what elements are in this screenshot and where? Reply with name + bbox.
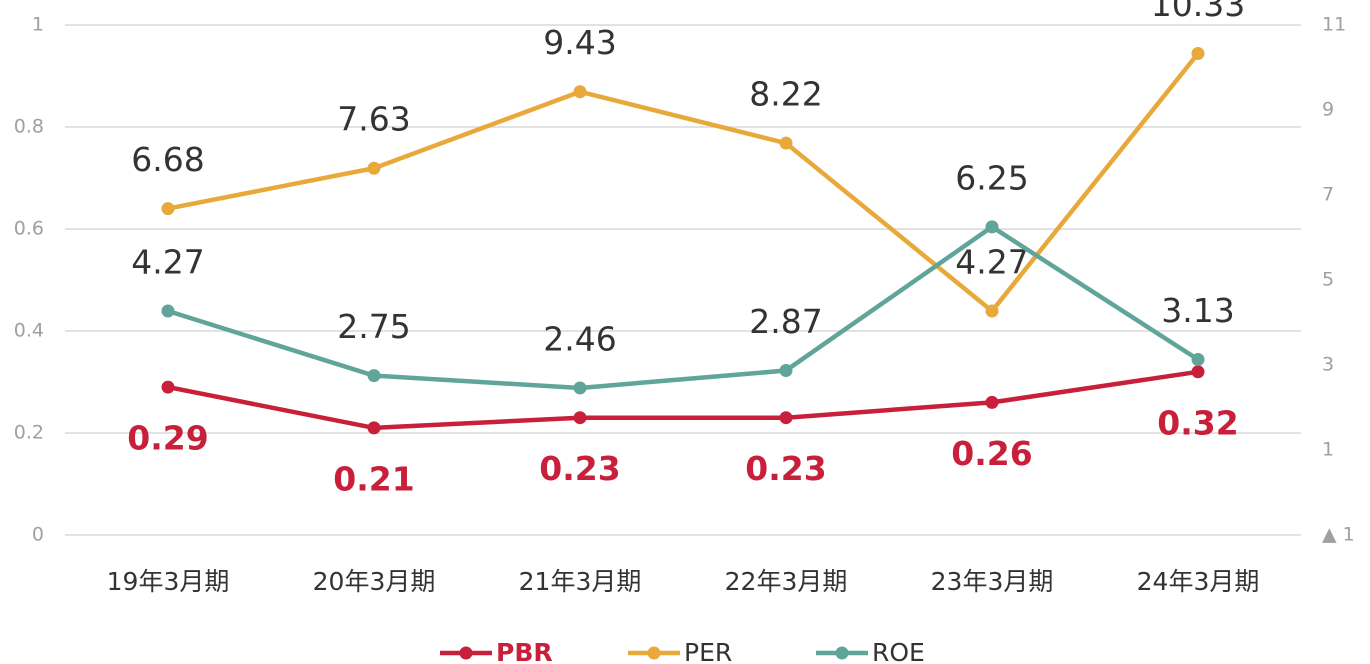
legend-label: PER [684,638,732,664]
legend-marker [647,646,661,660]
y2-tick-label: 11 [1322,14,1346,36]
data-label: 10.33 [1151,0,1245,24]
y-tick-label: 0 [32,524,44,546]
data-point [367,369,381,383]
x-tick-label: 20年3月期 [313,567,436,596]
data-label: 4.27 [131,243,204,282]
data-label: 7.63 [337,100,410,139]
data-point [1191,352,1205,366]
series-line [167,369,1199,431]
data-label: 8.22 [749,75,822,114]
series-line [167,52,1200,315]
data-point [573,381,587,395]
data-label: 6.68 [131,140,204,179]
data-point [779,411,793,425]
x-tick-label: 19年3月期 [107,567,230,596]
data-point [779,136,793,150]
data-label: 0.29 [127,419,208,458]
y2-tick-label: 5 [1322,269,1334,291]
data-point [779,364,793,378]
y-tick-label: 0.4 [14,320,44,342]
data-label: 0.23 [539,449,620,488]
legend-label: ROE [872,638,925,664]
data-point [1191,46,1205,60]
legend-label: PBR [496,638,553,664]
y2-tick-label: ▲ 1 [1322,524,1355,546]
data-point [985,220,999,234]
data-point [573,411,587,425]
data-label: 2.46 [543,319,616,358]
data-label: 6.25 [955,158,1028,197]
data-point [985,395,999,409]
data-label: 0.23 [745,449,826,488]
y-tick-label: 0.2 [14,422,44,444]
y-tick-label: 0.8 [14,116,44,138]
data-point [1191,365,1205,379]
data-point [161,380,175,394]
data-label: 2.75 [337,307,410,346]
x-tick-label: 23年3月期 [931,567,1054,596]
legend-marker [459,646,473,660]
data-label: 0.26 [951,434,1032,473]
x-tick-label: 24年3月期 [1137,567,1260,596]
x-tick-label: 22年3月期 [725,567,848,596]
y2-tick-label: 3 [1322,354,1334,376]
data-label: 4.27 [955,243,1028,282]
series-line [167,224,1200,391]
data-label: 0.32 [1157,403,1238,442]
data-label: 3.13 [1161,291,1234,330]
y2-tick-label: 9 [1322,99,1334,121]
y-tick-label: 0.6 [14,218,44,240]
x-tick-label: 21年3月期 [519,567,642,596]
data-point [161,304,175,318]
data-label: 2.87 [749,302,822,341]
y2-tick-label: 7 [1322,184,1334,206]
y-tick-label: 1 [32,14,44,36]
data-point [367,161,381,175]
data-label: 9.43 [543,23,616,62]
legend-marker [835,646,849,660]
y2-tick-label: 1 [1322,439,1334,461]
data-point [985,304,999,318]
data-point [161,202,175,216]
data-point [367,421,381,435]
data-point [573,85,587,99]
data-label: 0.21 [333,459,414,498]
